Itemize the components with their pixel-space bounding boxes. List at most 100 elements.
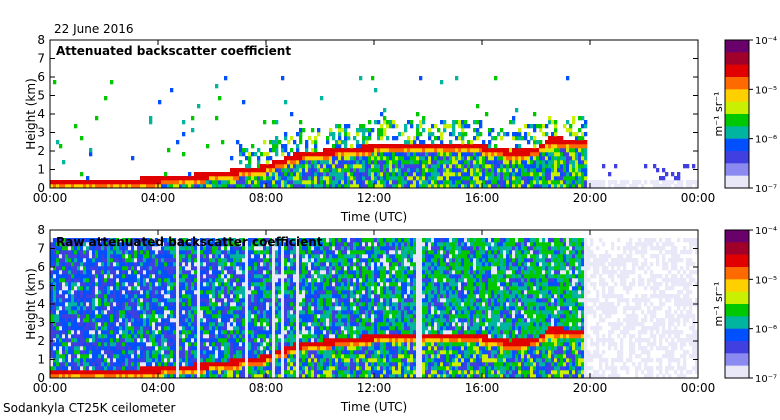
heatmap-cell <box>401 152 405 157</box>
heatmap-cell <box>176 318 180 323</box>
heatmap-cell <box>437 184 441 189</box>
heatmap-cell <box>191 294 195 299</box>
heatmap-cell <box>245 342 249 347</box>
heatmap-cell <box>125 242 129 247</box>
heatmap-cell <box>521 184 525 189</box>
heatmap-cell <box>62 254 66 259</box>
heatmap-cell <box>293 262 297 267</box>
heatmap-cell <box>200 306 204 311</box>
heatmap-cell <box>293 294 297 299</box>
heatmap-cell <box>311 254 315 259</box>
heatmap-cell <box>284 184 288 189</box>
heatmap-cell <box>566 128 570 133</box>
heatmap-cell <box>452 144 456 149</box>
heatmap-cell <box>422 116 426 121</box>
heatmap-cell <box>635 184 639 189</box>
heatmap-cell <box>299 262 303 267</box>
heatmap-cell <box>119 302 123 307</box>
heatmap-cell <box>146 262 150 267</box>
heatmap-cell <box>218 310 222 315</box>
heatmap-cell <box>122 370 126 375</box>
heatmap-cell <box>407 160 411 165</box>
heatmap-cell <box>266 254 270 259</box>
heatmap-cell <box>560 172 564 177</box>
heatmap-cell <box>227 302 231 307</box>
heatmap-cell <box>200 350 204 355</box>
heatmap-cell <box>170 318 174 323</box>
heatmap-cell <box>275 286 279 291</box>
heatmap-cell <box>149 266 153 271</box>
heatmap-cell <box>488 176 492 181</box>
heatmap-cell <box>404 164 408 169</box>
heatmap-cell <box>470 180 474 185</box>
heatmap-cell <box>314 314 318 319</box>
heatmap-cell <box>308 168 312 173</box>
heatmap-cell <box>299 184 303 189</box>
heatmap-cell <box>617 184 621 189</box>
heatmap-cell <box>584 120 588 125</box>
heatmap-cell <box>416 112 420 117</box>
heatmap-cell <box>182 310 186 315</box>
heatmap-cell <box>170 246 174 251</box>
heatmap-cell <box>59 370 63 375</box>
heatmap-cell <box>290 362 294 367</box>
heatmap-cell <box>248 342 252 347</box>
heatmap-cell <box>338 156 342 161</box>
heatmap-cell <box>245 172 249 177</box>
heatmap-cell <box>224 342 228 347</box>
heatmap-cell <box>407 156 411 161</box>
heatmap-cell <box>284 148 288 153</box>
heatmap-cell <box>89 358 93 363</box>
heatmap-cell <box>158 286 162 291</box>
heatmap-cell <box>248 172 252 177</box>
heatmap-cell <box>494 168 498 173</box>
heatmap-cell <box>281 176 285 181</box>
heatmap-cell <box>65 318 69 323</box>
heatmap-cell <box>68 274 72 279</box>
heatmap-cell <box>677 180 681 185</box>
heatmap-cell <box>398 180 402 185</box>
heatmap-cell <box>140 262 144 267</box>
heatmap-cell <box>143 350 147 355</box>
heatmap-cell <box>437 128 441 133</box>
heatmap-cell <box>308 370 312 375</box>
heatmap-cell <box>101 246 105 251</box>
heatmap-cell <box>287 270 291 275</box>
heatmap-cell <box>122 294 126 299</box>
heatmap-cell <box>296 290 300 295</box>
heatmap-cell <box>176 238 180 243</box>
heatmap-cell <box>179 282 183 287</box>
heatmap-cell <box>458 172 462 177</box>
heatmap-cell <box>248 156 252 161</box>
heatmap-cell <box>179 238 183 243</box>
heatmap-cell <box>260 250 264 255</box>
heatmap-cell <box>254 176 258 181</box>
heatmap-cell <box>296 176 300 181</box>
heatmap-cell <box>110 354 114 359</box>
heatmap-cell <box>203 374 207 379</box>
heatmap-cell <box>410 176 414 181</box>
heatmap-cell <box>182 354 186 359</box>
heatmap-cell <box>65 334 69 339</box>
heatmap-cell <box>122 180 126 185</box>
heatmap-cell <box>389 148 393 153</box>
heatmap-cell <box>278 338 282 343</box>
heatmap-cell <box>320 346 324 351</box>
heatmap-cell <box>59 318 63 323</box>
heatmap-cell <box>425 184 429 189</box>
heatmap-cell <box>146 254 150 259</box>
heatmap-cell <box>200 238 204 243</box>
heatmap-cell <box>311 238 315 243</box>
heatmap-cell <box>104 370 108 375</box>
heatmap-cell <box>116 310 120 315</box>
heatmap-cell <box>191 282 195 287</box>
heatmap-cell <box>668 180 672 185</box>
heatmap-cell <box>98 180 102 185</box>
heatmap-cell <box>281 286 285 291</box>
heatmap-cell <box>248 160 252 165</box>
heatmap-cell <box>209 184 213 189</box>
heatmap-cell <box>116 362 120 367</box>
heatmap-cell <box>53 322 57 327</box>
heatmap-cell <box>140 254 144 259</box>
heatmap-cell <box>242 370 246 375</box>
